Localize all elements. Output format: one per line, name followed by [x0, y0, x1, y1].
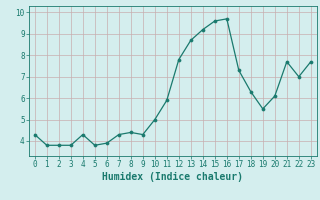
X-axis label: Humidex (Indice chaleur): Humidex (Indice chaleur): [102, 172, 243, 182]
